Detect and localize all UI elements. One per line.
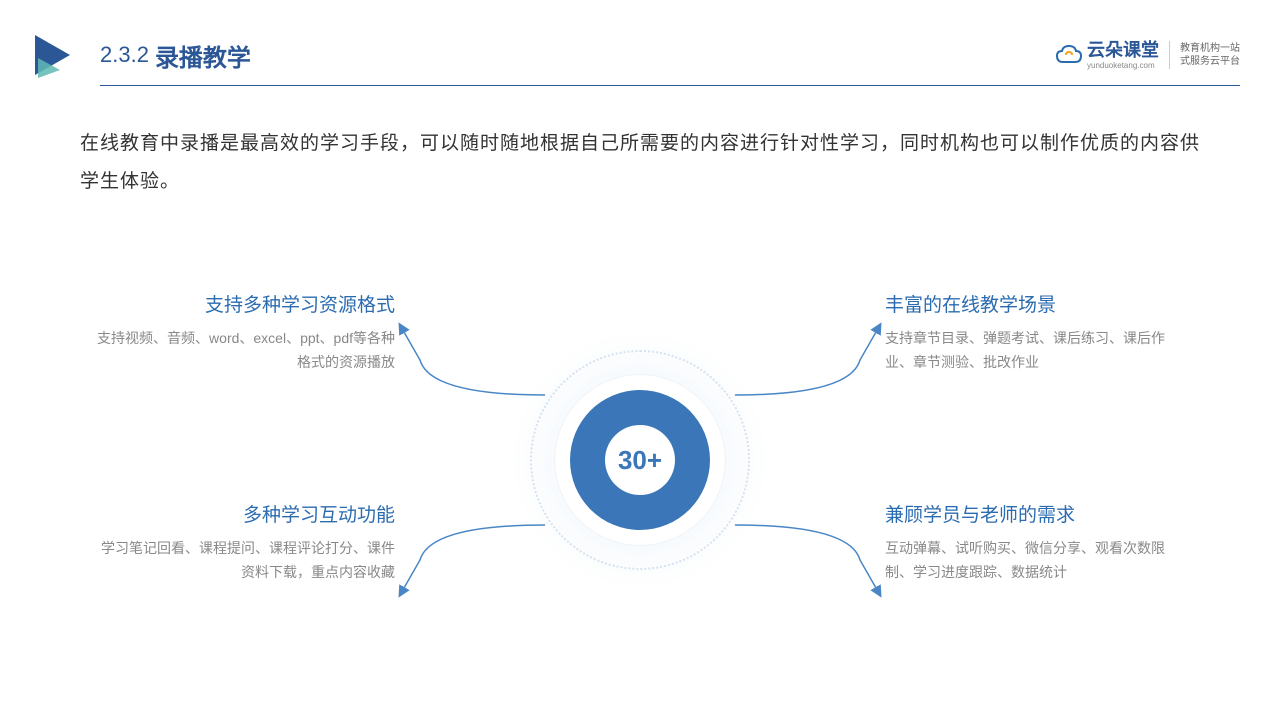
logo-name: 云朵课堂 [1087, 41, 1159, 59]
inner-white-circle: 30+ [605, 425, 675, 495]
logo-tagline: 教育机构一站 式服务云平台 [1180, 42, 1240, 68]
feature-bottom-right: 兼顾学员与老师的需求 互动弹幕、试听购买、微信分享、观看次数限制、学习进度跟踪、… [885, 500, 1185, 585]
logo-cloud: 云朵课堂 yunduoketang.com [1055, 41, 1159, 70]
play-icon [30, 30, 80, 80]
blue-ring: 30+ [570, 390, 710, 530]
logo-domain: yunduoketang.com [1087, 61, 1159, 70]
tagline-line2: 式服务云平台 [1180, 55, 1240, 68]
center-value: 30+ [618, 445, 662, 476]
feature-desc: 学习笔记回看、课程提问、课程评论打分、课件资料下载，重点内容收藏 [95, 537, 395, 585]
feature-desc: 支持章节目录、弹题考试、课后练习、课后作业、章节测验、批改作业 [885, 327, 1185, 375]
feature-title: 多种学习互动功能 [95, 500, 395, 527]
feature-title: 丰富的在线教学场景 [885, 290, 1185, 317]
slide-header: 2.3.2 录播教学 云朵课堂 yunduoketang.com 教育机构一站 … [0, 30, 1280, 80]
intro-text: 在线教育中录播是最高效的学习手段，可以随时随地根据自己所需要的内容进行针对性学习… [80, 125, 1200, 201]
cloud-icon [1055, 44, 1083, 66]
logo-divider [1169, 41, 1170, 69]
logo-area: 云朵课堂 yunduoketang.com 教育机构一站 式服务云平台 [1055, 41, 1240, 70]
feature-top-left: 支持多种学习资源格式 支持视频、音频、word、excel、ppt、pdf等各种… [95, 290, 395, 375]
feature-desc: 互动弹幕、试听购买、微信分享、观看次数限制、学习进度跟踪、数据统计 [885, 537, 1185, 585]
feature-bottom-left: 多种学习互动功能 学习笔记回看、课程提问、课程评论打分、课件资料下载，重点内容收… [95, 500, 395, 585]
feature-desc: 支持视频、音频、word、excel、ppt、pdf等各种格式的资源播放 [95, 327, 395, 375]
feature-title: 支持多种学习资源格式 [95, 290, 395, 317]
feature-top-right: 丰富的在线教学场景 支持章节目录、弹题考试、课后练习、课后作业、章节测验、批改作… [885, 290, 1185, 375]
header-left: 2.3.2 录播教学 [0, 30, 251, 80]
center-ring: 30+ [510, 330, 770, 590]
feature-title: 兼顾学员与老师的需求 [885, 500, 1185, 527]
section-title: 录播教学 [155, 38, 251, 73]
header-underline [100, 85, 1240, 86]
tagline-line1: 教育机构一站 [1180, 42, 1240, 55]
diagram-area: 30+ 支持多种学习资源格式 支持视频、音频、word、excel、ppt、pd… [0, 250, 1280, 670]
section-number: 2.3.2 [100, 42, 149, 68]
